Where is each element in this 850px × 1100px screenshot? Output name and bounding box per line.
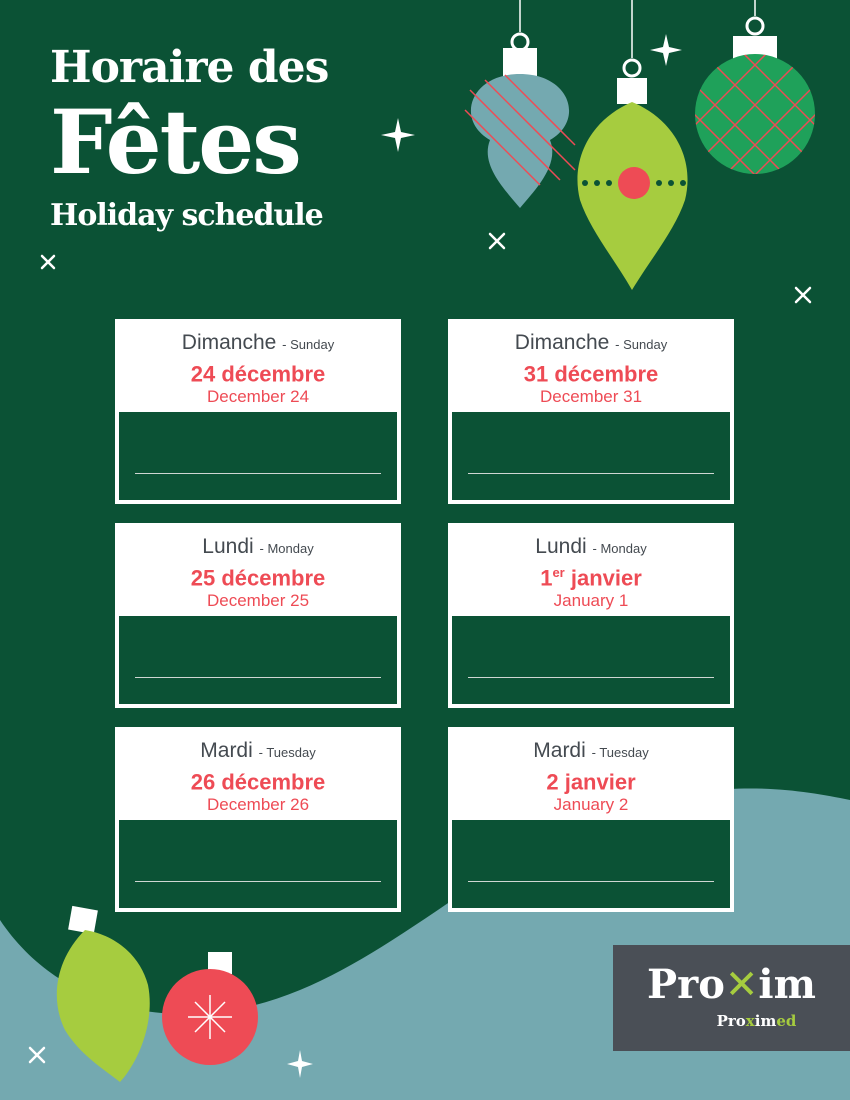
- date-en: January 1: [553, 591, 629, 611]
- hours-area: [119, 616, 397, 704]
- title-line-2: Fêtes: [50, 90, 302, 194]
- logo-sub-text: im: [754, 1012, 777, 1030]
- hours-line: [468, 473, 714, 474]
- date-en: December 31: [539, 387, 643, 407]
- date-fr: 1er janvier: [450, 559, 732, 591]
- hours-line: [135, 677, 381, 678]
- hours-line: [135, 881, 381, 882]
- green-ornament: [695, 16, 815, 174]
- card-header: Mardi - Tuesday 26 décembre December 26: [117, 729, 399, 817]
- day-fr: Mardi: [200, 739, 253, 762]
- date-fr-text: 2 janvier: [546, 769, 636, 795]
- hours-area: [119, 412, 397, 500]
- date-fr: 24 décembre: [117, 355, 399, 387]
- day-en: - Tuesday: [258, 745, 316, 760]
- teal-ornament: [464, 32, 576, 208]
- schedule-card: Mardi - Tuesday 26 décembre December 26: [115, 727, 401, 912]
- day-fr: Mardi: [533, 739, 586, 762]
- day-fr: Lundi: [202, 535, 254, 558]
- logo-text: im: [758, 961, 816, 1008]
- star-icons: [287, 34, 682, 1078]
- card-header: Dimanche - Sunday 24 décembre December 2…: [117, 321, 399, 409]
- red-ornament-bottom: [162, 952, 258, 1065]
- date-fr: 2 janvier: [450, 763, 732, 795]
- logo-sub-text: Pro: [716, 1012, 746, 1030]
- hours-line: [468, 881, 714, 882]
- hours-area: [452, 820, 730, 908]
- date-fr: 25 décembre: [117, 559, 399, 591]
- lime-ornament-bottom: [56, 905, 150, 1082]
- date-fr: 26 décembre: [117, 763, 399, 795]
- schedule-card: Lundi - Monday 1er janvier January 1: [448, 523, 734, 708]
- schedule-card: Lundi - Monday 25 décembre December 25: [115, 523, 401, 708]
- date-fr-text: 1: [540, 565, 553, 591]
- date-fr-text: 24 décembre: [190, 361, 326, 387]
- date-fr-text: 31 décembre: [523, 361, 659, 387]
- day-fr: Lundi: [535, 535, 587, 558]
- proxim-logo: Pro✕im Proximed: [613, 945, 850, 1051]
- day-en: - Sunday: [282, 337, 335, 352]
- card-header: Lundi - Monday 1er janvier January 1: [450, 525, 732, 613]
- title-line-1: Horaire des: [50, 42, 329, 93]
- schedule-card: Mardi - Tuesday 2 janvier January 2: [448, 727, 734, 912]
- day-en: - Monday: [592, 541, 647, 556]
- date-en: December 25: [206, 591, 310, 611]
- day-en: - Monday: [259, 541, 314, 556]
- date-en: December 26: [206, 795, 310, 815]
- lime-ornament: [577, 58, 688, 290]
- card-header: Dimanche - Sunday 31 décembre December 3…: [450, 321, 732, 409]
- card-header: Lundi - Monday 25 décembre December 25: [117, 525, 399, 613]
- leaf-icon: ✕: [724, 962, 759, 1008]
- date-en: January 2: [553, 795, 629, 815]
- title-english: Holiday schedule: [50, 198, 324, 233]
- date-fr-text: 25 décembre: [190, 565, 326, 591]
- logo-sub-text: ed: [776, 1012, 797, 1030]
- hours-area: [452, 616, 730, 704]
- hours-line: [468, 677, 714, 678]
- logo-text: Pro: [647, 961, 725, 1008]
- day-fr: Dimanche: [181, 331, 277, 354]
- schedule-card: Dimanche - Sunday 24 décembre December 2…: [115, 319, 401, 504]
- date-fr: 31 décembre: [450, 355, 732, 387]
- sparkle-icons: [28, 232, 812, 1064]
- date-fr-text: 26 décembre: [190, 769, 326, 795]
- leaf-icon: x: [745, 1012, 755, 1030]
- date-fr-rest: janvier: [564, 565, 642, 591]
- hours-area: [452, 412, 730, 500]
- schedule-card: Dimanche - Sunday 31 décembre December 3…: [448, 319, 734, 504]
- day-en: - Tuesday: [591, 745, 649, 760]
- day-fr: Dimanche: [514, 331, 610, 354]
- hours-line: [135, 473, 381, 474]
- hours-area: [119, 820, 397, 908]
- date-en: December 24: [206, 387, 310, 407]
- card-header: Mardi - Tuesday 2 janvier January 2: [450, 729, 732, 817]
- day-en: - Sunday: [615, 337, 668, 352]
- date-fr-sup: er: [552, 565, 565, 580]
